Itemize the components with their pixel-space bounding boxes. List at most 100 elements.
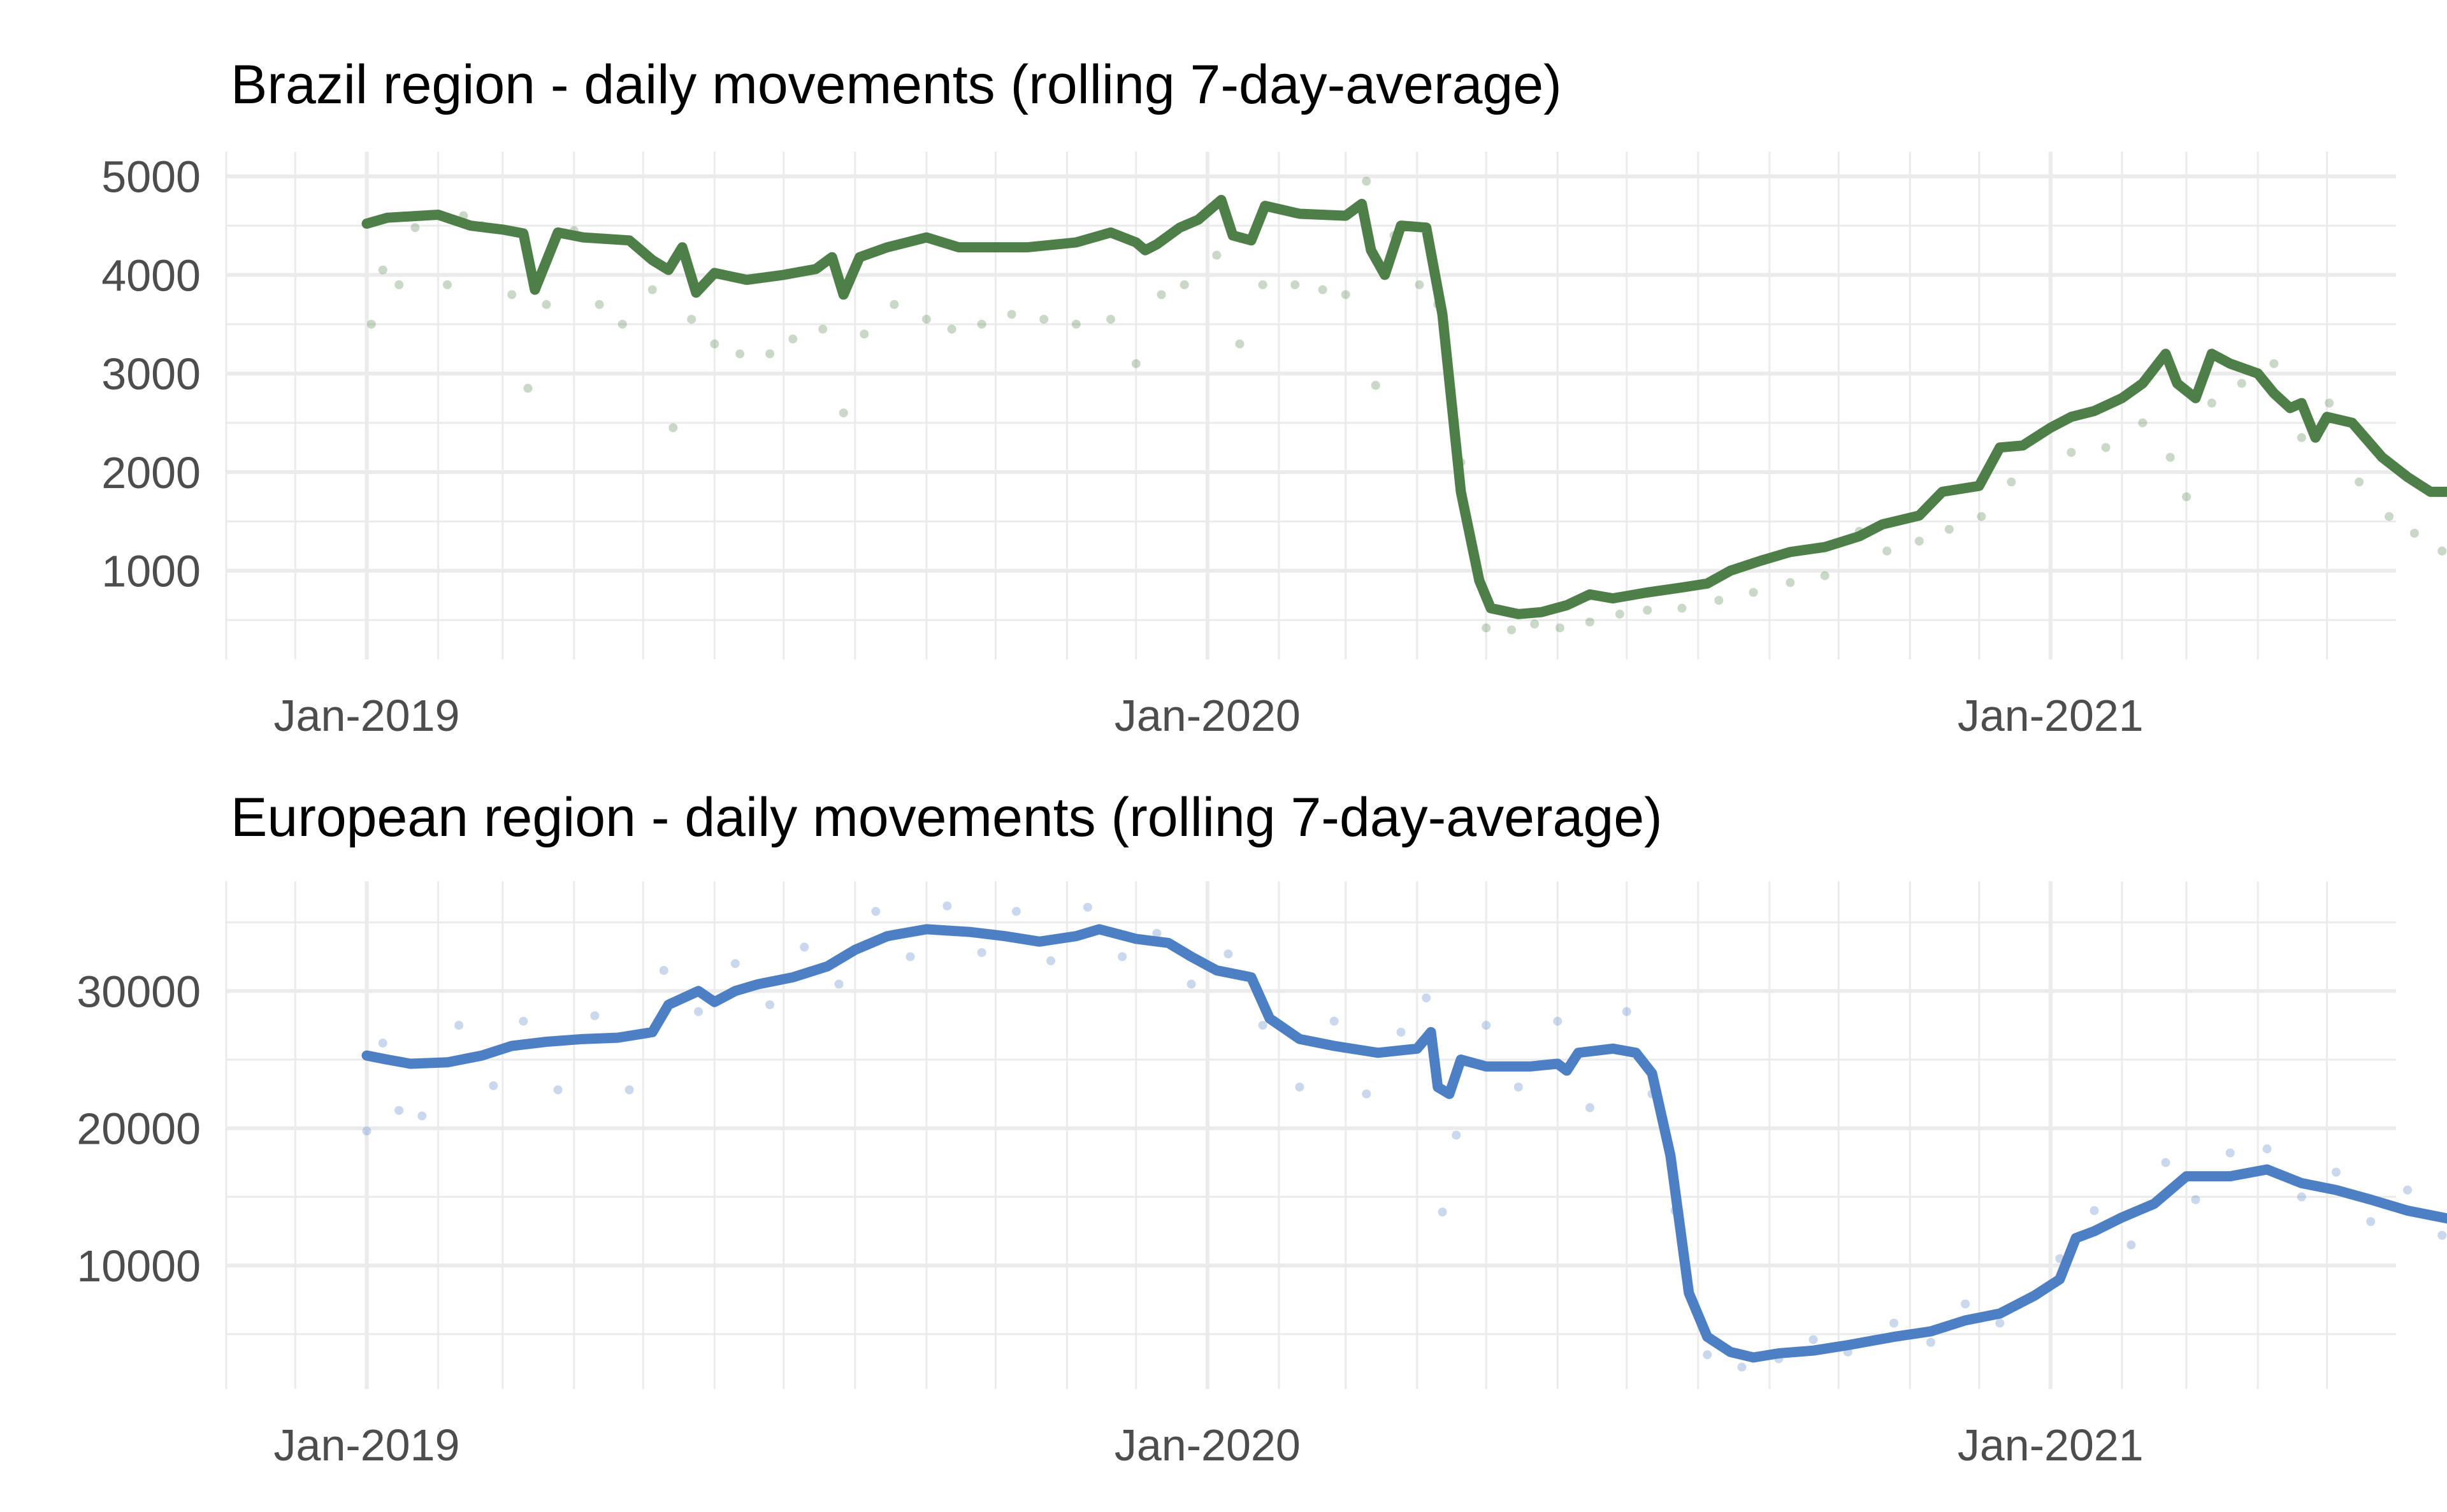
daily-point — [2007, 477, 2016, 487]
europe-y-tick-labels: 10000 20000 30000 — [76, 967, 201, 1291]
daily-point — [694, 1007, 704, 1016]
daily-point — [906, 952, 915, 961]
daily-point — [710, 339, 719, 349]
brazil-y-tick-labels: 1000 2000 3000 4000 5000 — [101, 152, 201, 596]
daily-point — [2437, 546, 2447, 556]
daily-point — [1944, 524, 1954, 534]
x-tick-label: Jan-2019 — [274, 1420, 460, 1470]
daily-point — [378, 1039, 387, 1048]
daily-point — [523, 384, 533, 393]
daily-point — [1482, 1021, 1491, 1030]
daily-point — [1643, 605, 1652, 615]
daily-point — [921, 315, 931, 324]
daily-point — [1007, 310, 1016, 319]
daily-point — [378, 265, 387, 275]
daily-point — [1157, 290, 1166, 299]
daily-point — [800, 942, 809, 952]
daily-point — [2161, 1158, 2170, 1167]
daily-point — [394, 280, 404, 289]
daily-point — [1995, 1318, 2005, 1328]
brazil-x-tick-labels: Jan-2019 Jan-2020 Jan-2021 — [274, 691, 2144, 740]
daily-point — [542, 299, 551, 309]
daily-point — [977, 319, 986, 329]
daily-point — [1329, 1016, 1339, 1026]
daily-point — [947, 324, 956, 334]
daily-point — [2067, 448, 2076, 457]
daily-point — [1820, 571, 1830, 580]
rolling-average-line — [361, 194, 2447, 619]
daily-point — [1622, 1007, 1631, 1016]
daily-point — [1341, 290, 1350, 299]
daily-point — [2237, 378, 2246, 388]
x-tick-label: Jan-2021 — [1958, 691, 2144, 740]
daily-point — [1714, 596, 1724, 605]
europe-x-tick-labels: Jan-2019 Jan-2020 Jan-2021 — [274, 1420, 2144, 1470]
daily-point — [1290, 280, 1300, 289]
x-tick-label: Jan-2021 — [1958, 1420, 2144, 1470]
brazil-panel: Brazil region - daily movements (rolling… — [101, 54, 2447, 740]
daily-point — [871, 907, 881, 916]
daily-point — [1295, 1083, 1304, 1092]
daily-point — [2297, 1192, 2306, 1202]
daily-point — [2165, 452, 2175, 462]
daily-point — [1371, 380, 1380, 390]
daily-point — [2182, 492, 2191, 501]
daily-point — [519, 1016, 528, 1026]
daily-point — [417, 1111, 427, 1121]
daily-point — [1362, 176, 1371, 186]
rolling-average-line — [361, 924, 2447, 1363]
brazil-gridlines — [225, 152, 2396, 659]
daily-point — [2225, 1148, 2235, 1158]
daily-point — [2207, 398, 2216, 408]
daily-point — [2191, 1195, 2200, 1204]
daily-point — [765, 1000, 775, 1009]
x-tick-label: Jan-2020 — [1115, 1420, 1301, 1470]
daily-point — [2385, 512, 2394, 521]
daily-point — [1362, 1089, 1371, 1098]
daily-point — [942, 901, 952, 911]
daily-point — [860, 329, 869, 339]
daily-point — [1808, 1335, 1818, 1344]
daily-point — [443, 280, 452, 289]
daily-point — [765, 349, 775, 359]
daily-point — [1786, 578, 1795, 587]
daily-point — [394, 1105, 404, 1115]
daily-point — [1118, 952, 1127, 961]
daily-point — [1083, 902, 1092, 912]
daily-point — [788, 335, 798, 344]
brazil-title: Brazil region - daily movements (rolling… — [231, 54, 1562, 115]
daily-point — [595, 299, 604, 309]
daily-point — [1889, 1318, 1899, 1328]
daily-point — [1555, 623, 1564, 633]
daily-point — [1703, 1350, 1712, 1360]
daily-point — [489, 1081, 498, 1090]
y-tick-label: 1000 — [101, 547, 201, 596]
daily-point — [362, 1127, 372, 1136]
daily-point — [590, 1011, 600, 1021]
daily-point — [454, 1021, 464, 1030]
daily-point — [1039, 315, 1049, 324]
daily-point — [2101, 443, 2111, 452]
daily-point — [2409, 528, 2419, 538]
daily-point — [624, 1085, 634, 1095]
daily-point — [2325, 398, 2334, 408]
daily-point — [1438, 1207, 1447, 1217]
daily-point — [2355, 477, 2364, 487]
y-tick-label: 2000 — [101, 448, 201, 498]
y-tick-label: 20000 — [76, 1104, 201, 1154]
daily-point — [1187, 979, 1196, 989]
daily-point — [1585, 1103, 1594, 1112]
daily-point — [890, 299, 899, 309]
x-tick-label: Jan-2019 — [274, 691, 460, 740]
europe-gridlines — [225, 881, 2396, 1389]
daily-point — [1258, 280, 1267, 289]
daily-point — [2403, 1185, 2413, 1195]
daily-point — [659, 966, 668, 976]
daily-point — [507, 290, 517, 299]
daily-point — [1615, 609, 1624, 619]
daily-point — [1071, 319, 1081, 329]
daily-point — [1737, 1362, 1747, 1372]
daily-point — [1106, 315, 1116, 324]
daily-point — [1415, 280, 1424, 289]
